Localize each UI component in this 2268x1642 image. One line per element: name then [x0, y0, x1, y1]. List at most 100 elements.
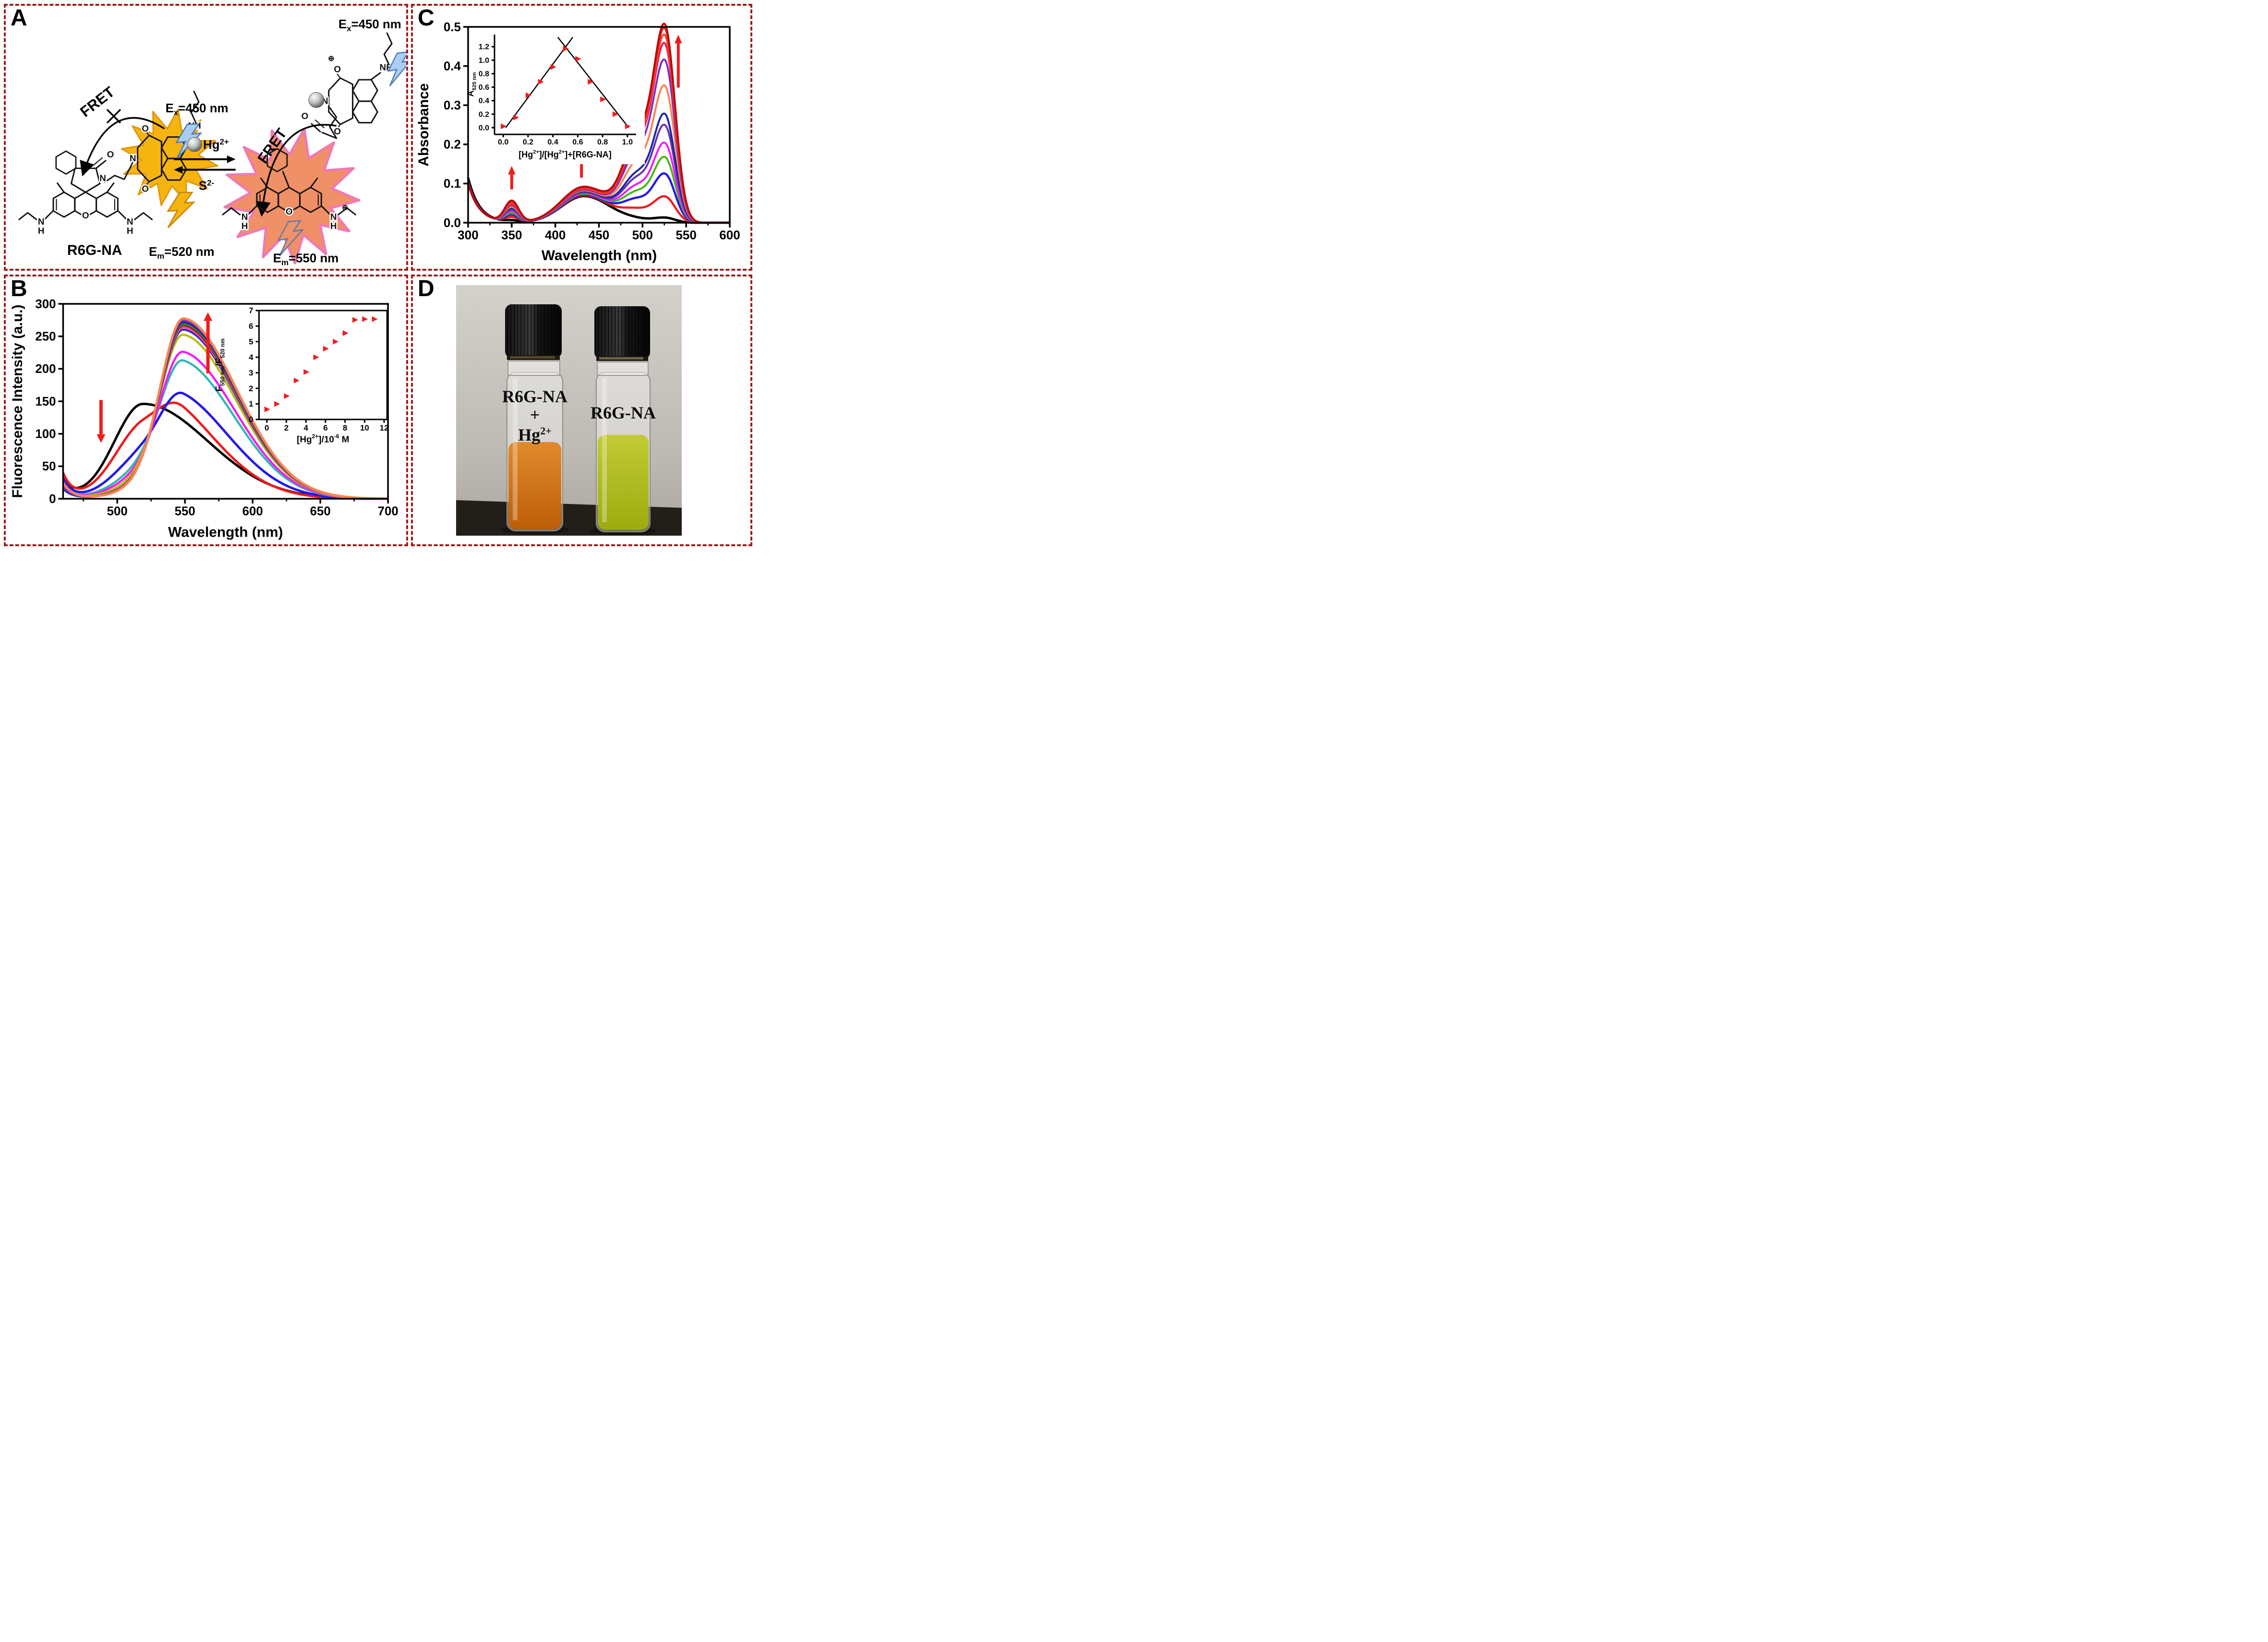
y-tick-label: 0.2 — [444, 137, 461, 152]
y-tick-label: 50 — [42, 460, 56, 473]
emission-label-520: Em=520 nm — [149, 245, 215, 261]
x-tick-label: 0.4 — [547, 138, 558, 146]
axis-label-part: ]/[Hg — [539, 150, 559, 159]
axis-label-part: 525 nm — [471, 72, 477, 90]
trend-arrow-head — [508, 166, 516, 175]
o-atom-label: O — [107, 150, 114, 160]
y-tick-label: 0.0 — [479, 124, 489, 132]
data-point-triangle — [264, 406, 270, 412]
c-main-plot: 300 350 400 450 500 550 600 0.0 0.1 0.2 0.3 0.4 0.5 W… — [416, 20, 740, 264]
x-tick-label: 500 — [632, 228, 653, 242]
data-point-triangle — [323, 346, 329, 352]
excitation-label-left: Ex=450 nm — [166, 102, 229, 117]
mercury-ion-sphere — [187, 137, 202, 152]
glass-highlight — [602, 378, 607, 522]
x-tick-label: 0.2 — [523, 138, 533, 146]
o-atom-label: O — [142, 184, 149, 194]
x-tick-label: 2 — [284, 423, 289, 432]
panel-c-absorbance: C 300 350 400 450 500 550 600 0.0 0.1 0.2 0.3 0.4 0.… — [411, 4, 752, 271]
x-tick-label: 600 — [242, 505, 263, 518]
inset-background — [470, 28, 645, 164]
axis-label-part: [Hg — [519, 150, 533, 159]
y-tick-label: 0.2 — [479, 110, 489, 119]
x-tick-label: 0.8 — [597, 138, 608, 146]
panel-d-label: D — [418, 276, 434, 301]
y-tick-label: 0.5 — [444, 20, 461, 34]
axis-label-part: M — [339, 435, 349, 445]
n-atom-label: N — [130, 154, 136, 164]
emission-bolt-icon — [163, 187, 197, 233]
positive-charge-icon: ⊕ — [342, 204, 348, 212]
starburst-shape — [223, 128, 361, 265]
n-atom-label: N — [127, 217, 133, 227]
y-tick-label: 2 — [249, 384, 253, 393]
c-inset-plot: 0.0 0.2 0.4 0.6 0.8 1.0 0.0 0.2 0.4 0.6 0.8 1.0 1.2 [… — [466, 28, 645, 164]
y-tick-label: 0.1 — [444, 176, 461, 191]
x-tick-label: 350 — [501, 228, 522, 242]
vial-photo: R6G-NA + Hg2+ R6G-NA — [456, 285, 682, 536]
panel-b-fluorescence: B 500 550 600 650 700 0 50 100 150 200 250 300 Wavel… — [4, 275, 408, 546]
panel-a-label: A — [11, 5, 27, 31]
x-tick-label: 500 — [107, 505, 128, 518]
data-point-triangle — [563, 46, 569, 52]
figure-page: A — [0, 0, 756, 550]
glass-neck — [597, 361, 649, 376]
data-point-triangle — [274, 401, 280, 407]
vial-left-label-line2: + — [530, 405, 540, 424]
compound-name-label: R6G-NA — [67, 242, 122, 258]
y-tick-label: 0 — [49, 492, 56, 506]
fit-line — [557, 36, 629, 128]
axis-label: [Hg2+]/[Hg2+]+[R6G-NA] — [519, 149, 612, 159]
x-tick-label: 0 — [265, 423, 269, 432]
emission-label-550: Em=550 nm — [273, 252, 339, 267]
axis-label-part: ]+[R6G-NA] — [565, 150, 612, 159]
spectrum-curve — [467, 23, 730, 224]
vial-right-label: R6G-NA — [591, 403, 656, 422]
vial-left-label-line3: Hg2+ — [518, 425, 552, 444]
o-atom-label: O — [334, 65, 341, 75]
inset-background — [259, 310, 387, 419]
data-point-triangle — [333, 338, 339, 345]
x-axis-title: Wavelength (nm) — [168, 525, 283, 540]
y-tick-label: 5 — [249, 337, 253, 347]
fret-arc-arrow — [80, 117, 165, 177]
data-point-triangle — [362, 316, 368, 322]
axis-label-part: 2+ — [312, 433, 319, 440]
axis-label-part: -6 — [334, 433, 339, 440]
sulfide-label: S2- — [199, 179, 214, 193]
trend-arrow-head — [204, 312, 213, 321]
blocked-cross-icon — [106, 109, 121, 124]
trend-arrow-head — [675, 35, 682, 44]
trend-arrow-head — [97, 434, 106, 443]
data-point-triangle — [342, 330, 349, 336]
data-point-triangle — [501, 123, 507, 130]
cap-ribs — [594, 306, 650, 359]
y-tick-label: 7 — [249, 306, 253, 315]
y-tick-label: 0.3 — [444, 98, 461, 112]
data-point-triangle — [293, 377, 300, 384]
n-atom-label: N — [38, 217, 45, 227]
scheme-canvas: O N O N H N H R6G-NA O O N NH — [18, 18, 406, 267]
axis-label-part: 520 nm — [219, 338, 226, 358]
mercury-ion-label: Hg2+ — [203, 137, 229, 152]
y-tick-label: 6 — [249, 322, 253, 331]
axis-label-part: 2+ — [559, 149, 565, 155]
h-atom-label: H — [38, 226, 45, 236]
panel-b-label: B — [11, 276, 27, 301]
axis-label: F550 nm/F520 nm — [214, 338, 226, 392]
x-tick-label: 1.0 — [622, 138, 633, 146]
y-tick-label: 3 — [249, 368, 253, 377]
data-point-triangle — [613, 111, 619, 117]
fluorescence-spectra-chart: 500 550 600 650 700050100150200250300Wavelen… — [10, 298, 398, 540]
cap-ring-glint — [599, 357, 643, 360]
y-tick-label: 1.0 — [479, 57, 489, 65]
equilibrium-group: Hg2+ S2- — [174, 137, 236, 193]
excitation-bolt-icon — [386, 49, 406, 89]
x-tick-label: 0.0 — [498, 138, 508, 146]
h-atom-label: H — [330, 221, 337, 231]
orange-liquid — [508, 442, 561, 529]
x-tick-label: 4 — [303, 423, 308, 432]
fret-arc-arrow — [255, 124, 337, 217]
data-point-triangle — [303, 369, 310, 375]
absorbance-spectra-chart: 300 350 400 450 500 550 600 0.0 0.1 0.2 0.3 0.4 0.5 W… — [416, 20, 740, 264]
